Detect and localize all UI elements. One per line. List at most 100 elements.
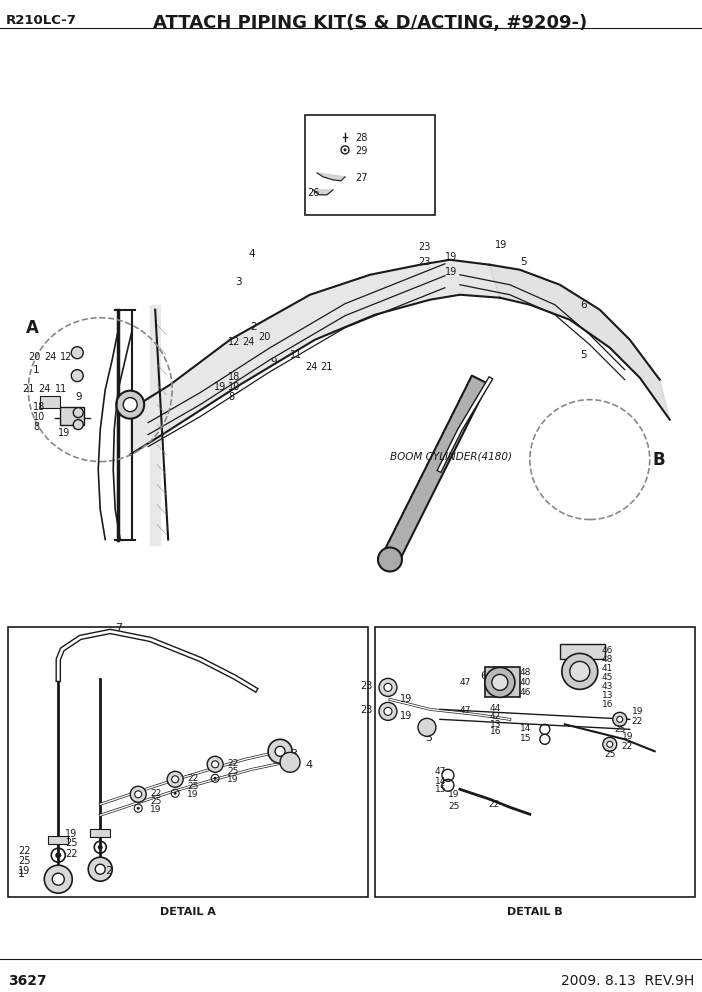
Text: 13: 13: [490, 720, 501, 729]
Circle shape: [135, 791, 142, 798]
Text: 11: 11: [55, 384, 67, 394]
Text: 25: 25: [448, 803, 459, 811]
Text: 19: 19: [18, 866, 31, 876]
Text: 3: 3: [290, 749, 297, 759]
Text: 21: 21: [320, 362, 333, 372]
Text: 18: 18: [228, 372, 240, 382]
Circle shape: [72, 346, 84, 359]
Text: 29: 29: [355, 146, 367, 156]
Circle shape: [44, 865, 72, 893]
Text: 40: 40: [520, 679, 531, 687]
Text: 23: 23: [418, 257, 430, 267]
Text: 19: 19: [632, 707, 643, 716]
Text: 22: 22: [227, 759, 239, 768]
Text: DETAIL A: DETAIL A: [160, 907, 216, 918]
Text: 42: 42: [490, 712, 501, 721]
Text: BOOM CYLINDER(4180): BOOM CYLINDER(4180): [390, 451, 512, 461]
Text: 25: 25: [150, 798, 161, 806]
Circle shape: [617, 716, 623, 722]
Circle shape: [137, 806, 140, 809]
Text: 25: 25: [187, 783, 199, 792]
Text: 19: 19: [495, 240, 507, 250]
Text: 25: 25: [227, 767, 239, 777]
Text: 12: 12: [228, 336, 241, 346]
Circle shape: [379, 679, 397, 696]
Polygon shape: [317, 173, 345, 181]
Text: 9: 9: [75, 392, 82, 402]
Text: 22: 22: [632, 717, 643, 726]
Circle shape: [211, 761, 218, 768]
Text: 1: 1: [18, 869, 25, 879]
Text: 22: 22: [622, 742, 633, 751]
Text: 18: 18: [33, 402, 46, 412]
Text: 22: 22: [150, 790, 161, 799]
Circle shape: [607, 741, 613, 747]
Text: 24: 24: [44, 352, 57, 362]
Text: 10: 10: [33, 412, 46, 422]
Circle shape: [485, 668, 515, 697]
Text: 19: 19: [445, 267, 457, 277]
Polygon shape: [490, 265, 670, 420]
Circle shape: [280, 752, 300, 773]
Circle shape: [52, 873, 65, 885]
Bar: [40, 396, 60, 408]
Text: ATTACH PIPING KIT(S & D/ACTING, #9209-): ATTACH PIPING KIT(S & D/ACTING, #9209-): [153, 14, 587, 32]
Text: 22: 22: [488, 801, 499, 809]
Circle shape: [124, 398, 137, 412]
Circle shape: [167, 772, 183, 788]
Text: A: A: [26, 318, 39, 336]
Text: 6: 6: [580, 300, 586, 310]
Text: 27: 27: [355, 173, 367, 183]
Text: 19: 19: [400, 711, 412, 721]
Text: 19: 19: [58, 428, 70, 437]
Text: 22: 22: [65, 849, 78, 859]
Circle shape: [173, 792, 177, 795]
Text: 4: 4: [248, 249, 255, 259]
Text: 14: 14: [435, 778, 446, 787]
Text: 48: 48: [602, 656, 613, 665]
Text: 44: 44: [490, 704, 501, 713]
Text: 46: 46: [520, 688, 531, 697]
Text: 5: 5: [425, 733, 432, 743]
Text: 20: 20: [258, 331, 270, 341]
Circle shape: [98, 845, 102, 850]
Text: 5: 5: [520, 257, 526, 267]
Circle shape: [603, 737, 617, 751]
Text: 19: 19: [622, 732, 633, 741]
Polygon shape: [382, 376, 488, 563]
Text: 45: 45: [602, 674, 613, 682]
Text: 19: 19: [400, 694, 412, 704]
Text: 15: 15: [520, 734, 531, 743]
Circle shape: [213, 777, 217, 780]
Circle shape: [268, 739, 292, 763]
Text: DETAIL B: DETAIL B: [507, 907, 562, 918]
Text: 48: 48: [520, 669, 531, 678]
Circle shape: [384, 707, 392, 715]
Text: 25: 25: [615, 725, 626, 734]
Text: 26: 26: [307, 187, 319, 197]
Text: R210LC-7: R210LC-7: [6, 14, 77, 27]
Text: 19: 19: [150, 806, 161, 814]
Text: 19: 19: [445, 252, 457, 262]
Bar: [375, 627, 695, 897]
Text: 24: 24: [39, 384, 51, 394]
Text: 8: 8: [228, 392, 234, 402]
Text: 25: 25: [604, 750, 616, 759]
Text: 9: 9: [270, 357, 277, 367]
Text: 43: 43: [602, 682, 613, 691]
Text: 25: 25: [65, 838, 78, 848]
Circle shape: [117, 391, 144, 419]
Bar: [60, 407, 84, 425]
Text: 3: 3: [235, 277, 241, 287]
Text: 16: 16: [490, 727, 501, 736]
Polygon shape: [130, 260, 500, 454]
Text: 22: 22: [18, 846, 31, 856]
Bar: [559, 645, 604, 660]
Text: 19: 19: [214, 382, 226, 392]
Text: 24: 24: [242, 336, 254, 346]
Text: 14: 14: [520, 724, 531, 733]
Text: 4: 4: [305, 760, 312, 771]
Circle shape: [130, 787, 146, 803]
Text: 11: 11: [290, 349, 303, 360]
Text: 6: 6: [480, 672, 487, 682]
